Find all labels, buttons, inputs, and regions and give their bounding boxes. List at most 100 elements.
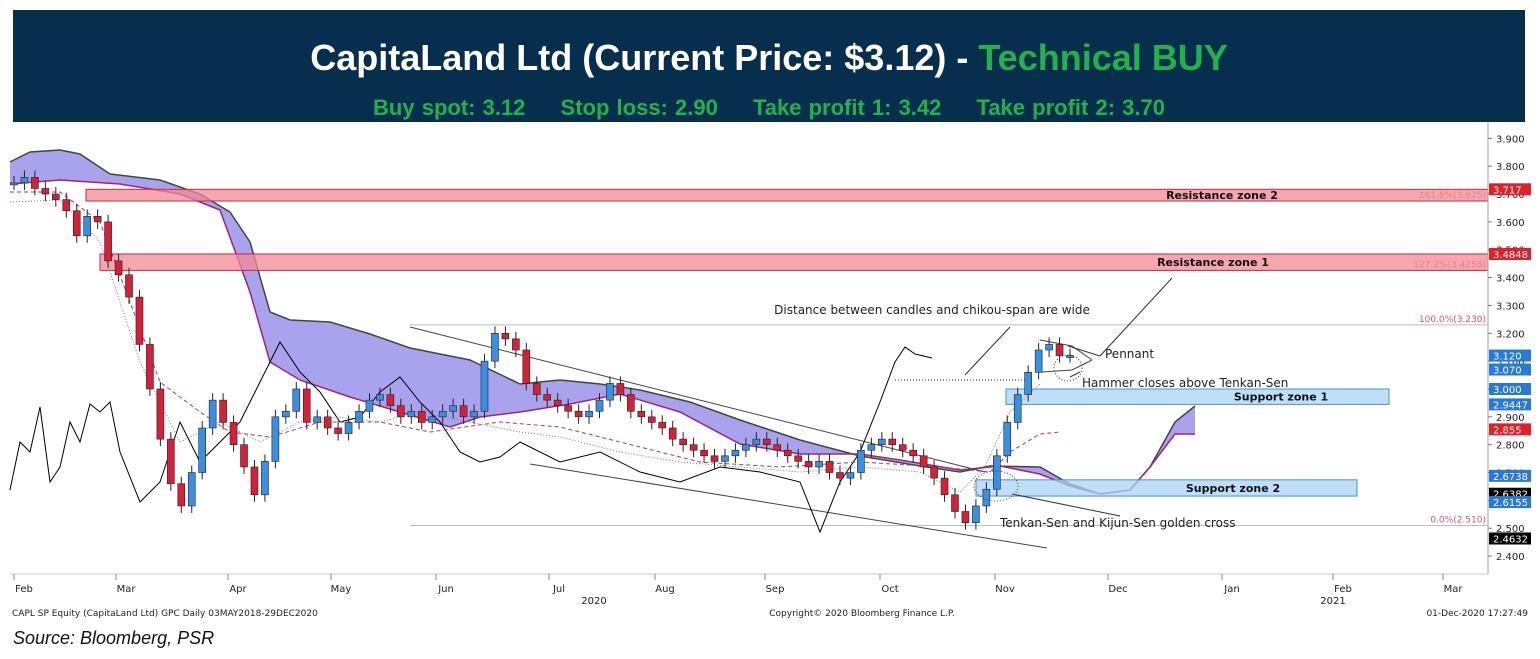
candle-down [804,461,813,468]
candle-down [104,221,112,262]
candle-up [846,472,855,479]
candle-down [700,449,708,457]
downtrend-line-upper [409,326,986,473]
annotation-golden-cross: Tenkan-Sen and Kijun-Sen golden cross [999,516,1235,530]
candle-up [83,216,91,237]
price-flag [1489,423,1531,436]
candle-down [951,494,959,512]
candle-down [627,394,635,412]
candle-up [742,444,750,451]
price-flag [1489,382,1531,395]
candle-up [1013,394,1022,423]
candle-down [240,444,248,468]
candle-down [156,388,165,440]
candle-down [62,199,71,212]
candle-down [52,193,60,200]
price-flag-label: 2.4632 [1493,534,1528,545]
candle-down [522,349,531,384]
candle-up [292,388,301,412]
candle-down [773,444,782,451]
candle-down [794,455,802,462]
buy-spot: Buy spot: 3.12 [373,95,526,120]
title-banner: CapitaLand Ltd (Current Price: $3.12) - … [13,10,1525,122]
candle-down [825,461,834,473]
candle-up [365,399,374,412]
candle-down [888,438,897,445]
price-flag [1489,363,1531,376]
y-tick-label: 3.800 [1496,162,1525,173]
banner-title: CapitaLand Ltd (Current Price: $3.12) - … [13,38,1525,78]
downtrend-line-lower [529,463,1048,549]
source-note: Source: Bloomberg, PSR [13,628,215,648]
candle-up [20,177,29,184]
price-zone [975,479,1358,497]
x-tick-label: Mar [1444,584,1464,595]
title-main: CapitaLand Ltd (Current Price: $3.12) - [310,37,969,78]
candle-down [637,410,646,418]
candle-down [909,449,917,457]
candle-up [1024,371,1032,395]
y-tick-label: 2.800 [1496,441,1525,452]
y-tick-label: 3.200 [1496,329,1525,340]
y-tick-label: 2.500 [1496,524,1525,535]
candle-up [271,416,280,462]
y-tick-label: 2.400 [1496,552,1525,563]
candle-up [313,416,322,423]
candle-down [532,383,541,395]
candle-down [1055,344,1064,356]
candle-down [836,472,844,479]
chart-footer: CAPL SP Equity (CapitaLand Ltd) GPC Dail… [12,609,1528,619]
candle-down [41,188,50,195]
price-flag-label: 2.6155 [1493,498,1528,509]
candle-up [10,182,18,186]
x-tick-label: Sep [766,584,785,595]
candle-down [323,416,332,429]
price-flag [1489,247,1531,260]
candle-down [386,394,395,406]
annotation-pointer [964,326,1011,376]
candle-up [428,416,437,423]
candle-down [543,394,552,401]
cloud-fill [10,150,1195,494]
ichimoku-cloud [9,149,1196,495]
candle-down [250,466,259,496]
candles [10,170,1074,530]
candle-up [606,383,614,401]
candle-down [553,399,562,406]
annotation-chikou: Distance between candles and chikou-span… [774,303,1090,317]
take-profit-1: Take profit 1: 3.42 [752,95,942,120]
candle-up [993,455,1001,490]
price-flag [1489,532,1531,545]
price-flag-label: 2.855 [1493,425,1522,436]
annotation-hammer: Hammer closes above Tenkan-Sen [1082,376,1288,390]
x-tick-label: Oct [881,584,898,595]
candle-up [282,410,290,418]
y-tick-label: 3.400 [1496,274,1525,285]
price-flag [1489,469,1531,482]
candle-down [114,260,123,276]
candle-up [1034,349,1043,373]
x-tick-label: Jan [1223,584,1239,595]
price-zone [99,253,1489,271]
x-tick-label: Aug [655,584,675,595]
kijun-sen [10,191,1061,473]
candle-down [459,405,468,418]
candle-up [585,410,593,418]
annotation-pointer [1069,371,1081,378]
price-flag [1489,183,1531,196]
y-tick-label: 3.700 [1496,190,1525,201]
senkou-span-a [9,149,1196,495]
candle-down [919,455,928,468]
candle-up [187,472,196,507]
price-flag [1489,349,1531,362]
trade-levels: Buy spot: 3.12 Stop loss: 2.90 Take prof… [13,94,1525,122]
annotation-pennant: Pennant [1105,347,1154,361]
candle-down [783,449,792,457]
x-tick-label: May [331,584,352,595]
candle-down [647,416,656,423]
candle-down [167,438,175,484]
candle-up [449,405,457,412]
price-flag [1489,398,1531,411]
candle-down [930,466,938,479]
footer-right: 01-Dec-2020 17:27:49 [1426,609,1528,619]
